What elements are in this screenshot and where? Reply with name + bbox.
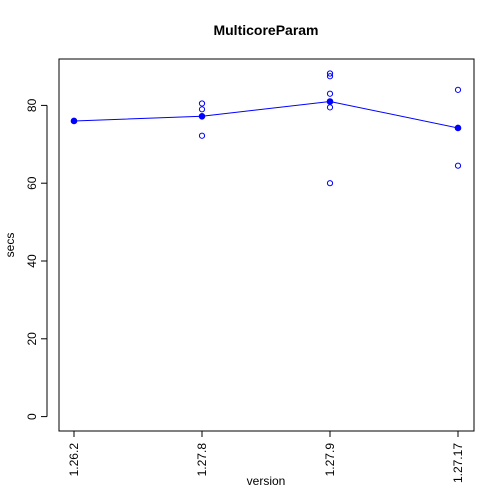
y-tick-label: 0 bbox=[25, 413, 39, 420]
y-tick-label: 80 bbox=[25, 98, 39, 112]
y-axis: 0 20 40 60 80 bbox=[25, 98, 48, 420]
x-tick-label: 1.27.8 bbox=[195, 443, 209, 477]
x-tick-label: 1.27.9 bbox=[323, 443, 337, 477]
mean-point bbox=[454, 124, 462, 132]
points-layer bbox=[70, 70, 462, 187]
chart-title: MulticoreParam bbox=[213, 22, 318, 38]
observation-point bbox=[198, 100, 206, 107]
observation-point bbox=[326, 73, 334, 80]
plot-frame bbox=[58, 58, 475, 432]
mean-point bbox=[70, 117, 78, 125]
observation-point bbox=[198, 106, 206, 113]
y-tick-label: 20 bbox=[25, 332, 39, 346]
x-tick-label: 1.26.2 bbox=[67, 443, 81, 477]
y-tick-label: 60 bbox=[25, 176, 39, 190]
mean-point bbox=[198, 112, 206, 120]
y-tick-label: 40 bbox=[25, 254, 39, 268]
observation-point bbox=[326, 180, 334, 187]
x-tick-label: 1.27.17 bbox=[451, 443, 465, 483]
observation-point bbox=[326, 104, 334, 111]
observation-point bbox=[198, 132, 206, 139]
observation-point bbox=[454, 162, 462, 169]
observation-point bbox=[326, 90, 334, 97]
mean-point bbox=[326, 98, 334, 105]
observation-point bbox=[454, 86, 462, 93]
mean-line-layer bbox=[73, 101, 459, 129]
mean-line bbox=[73, 101, 459, 129]
x-axis-label: version bbox=[247, 474, 286, 488]
x-axis: 1.26.2 1.27.8 1.27.9 1.27.17 bbox=[67, 430, 465, 483]
y-axis-label: secs bbox=[3, 233, 17, 258]
observation-point bbox=[326, 70, 334, 77]
